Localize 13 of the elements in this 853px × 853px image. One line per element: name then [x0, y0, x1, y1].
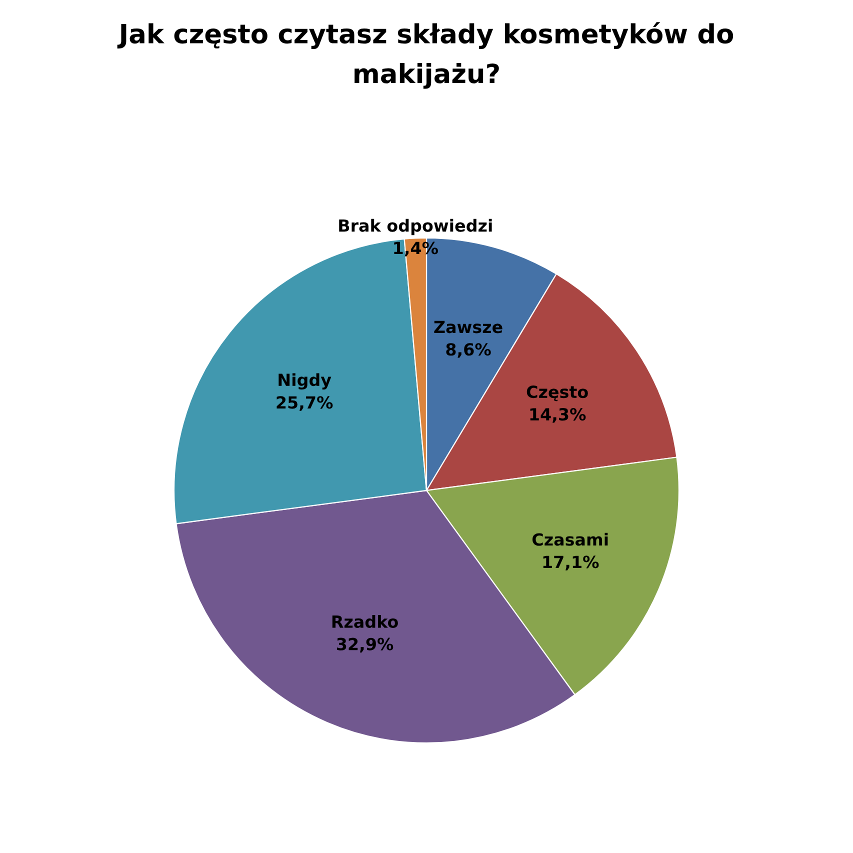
slice-label: Czasami [532, 532, 608, 546]
slice-label: Zawsze [434, 320, 502, 334]
data-label: 14,3% [530, 408, 586, 423]
slice-label: Rzadko [332, 615, 398, 628]
data-label: 32,9% [336, 638, 394, 653]
slice-label: Często [526, 386, 588, 402]
chart-title: Jak często czytasz składy kosmetyków do makijażu? [117, 22, 734, 89]
slice-label: Brak odpowiedzi [339, 218, 492, 236]
data-label: 1,4% [394, 242, 438, 256]
data-label: 25,7% [276, 396, 333, 411]
data-label: 8,6% [446, 343, 491, 358]
slice-label: Nigdy [278, 373, 332, 390]
data-label: 17,1% [543, 556, 599, 570]
